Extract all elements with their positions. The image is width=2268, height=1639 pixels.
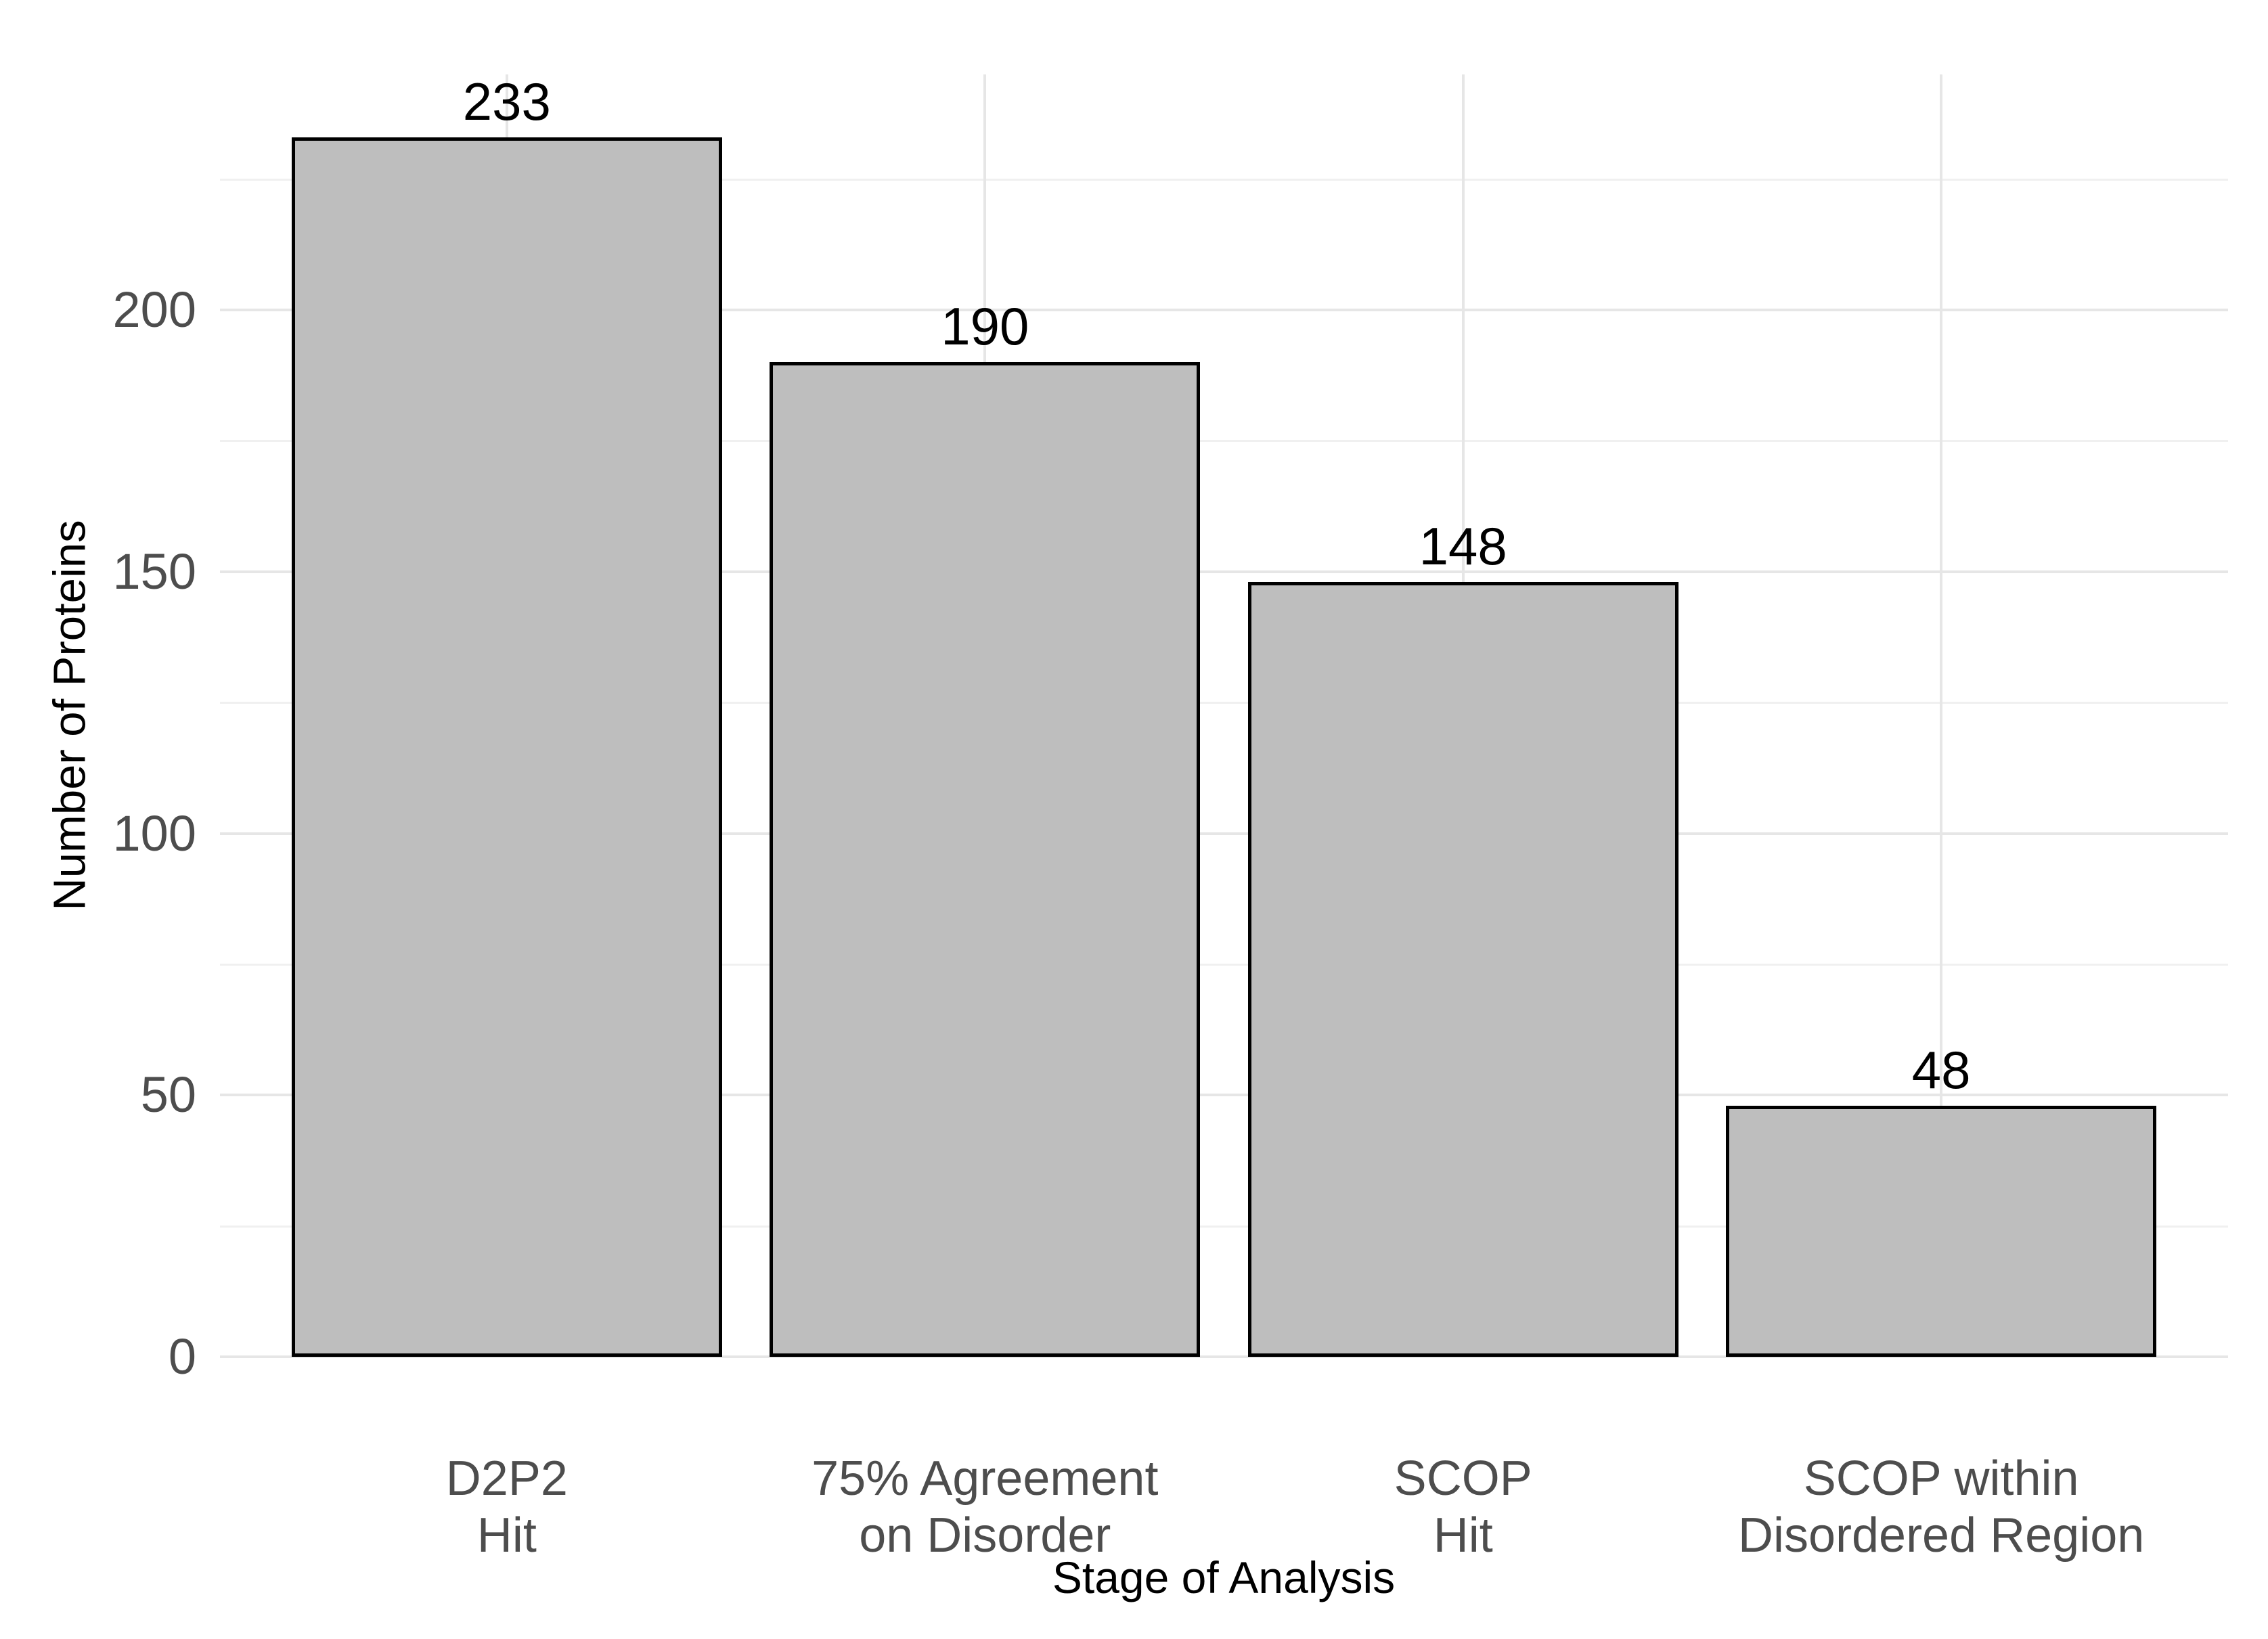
gridline-horizontal-major <box>220 309 2228 312</box>
x-axis-tick-label: 75% Agreement on Disorder <box>811 1450 1158 1564</box>
gridline-vertical-major <box>1940 74 1943 1357</box>
gridline-horizontal-major <box>220 1355 2228 1358</box>
gridline-horizontal-minor <box>220 963 2228 966</box>
bar <box>770 362 1201 1357</box>
x-axis-tick-label: SCOP Hit <box>1394 1450 1532 1564</box>
bar <box>1726 1106 2157 1357</box>
x-axis-tick-label-line: on Disorder <box>859 1508 1111 1563</box>
x-axis-tick-label-line: SCOP <box>1394 1452 1532 1506</box>
bar-value-label: 190 <box>941 296 1029 356</box>
x-axis-tick-label: D2P2 Hit <box>446 1450 568 1564</box>
y-axis-tick-label: 100 <box>112 805 196 861</box>
gridline-horizontal-minor <box>220 440 2228 443</box>
bar-value-label: 48 <box>1911 1040 1971 1100</box>
gridline-horizontal-minor <box>220 1225 2228 1228</box>
bar <box>291 137 722 1357</box>
y-axis-tick-label: 200 <box>112 282 196 338</box>
x-axis-tick-label-line: Hit <box>1433 1508 1493 1563</box>
x-axis-tick-label-line: D2P2 <box>445 1452 568 1506</box>
gridline-horizontal-minor <box>220 702 2228 704</box>
gridline-horizontal-major <box>220 832 2228 835</box>
x-axis-tick-label-line: 75% Agreement <box>811 1452 1159 1506</box>
x-axis-tick-label: SCOP within Disordered Region <box>1738 1450 2144 1564</box>
y-axis-title: Number of Proteins <box>44 520 95 911</box>
bar <box>1247 582 1678 1357</box>
x-axis-title: Stage of Analysis <box>1052 1552 1396 1602</box>
y-axis-tick-label: 0 <box>168 1328 196 1385</box>
x-axis-tick-label-line: Hit <box>476 1508 537 1563</box>
x-axis-tick-label-line: Disordered Region <box>1737 1508 2145 1563</box>
y-axis-tick-label: 50 <box>140 1067 196 1123</box>
bar-value-label: 148 <box>1419 516 1507 576</box>
bar-value-label: 233 <box>462 72 551 131</box>
plot-panel: 233 190 148 48 <box>220 72 2228 1358</box>
y-axis-tick-label: 150 <box>112 543 196 600</box>
gridline-horizontal-major <box>220 570 2228 573</box>
x-axis-tick-label-line: SCOP within <box>1803 1452 2079 1506</box>
gridline-horizontal-major <box>220 1094 2228 1097</box>
gridline-horizontal-minor <box>220 178 2228 181</box>
